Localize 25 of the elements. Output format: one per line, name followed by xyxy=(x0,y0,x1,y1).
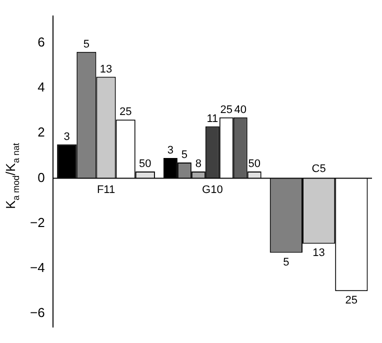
text: 5 xyxy=(181,149,188,162)
text: 5 xyxy=(283,256,290,268)
y-tick-label: −6 xyxy=(30,305,45,320)
series-label: 50 xyxy=(139,158,152,170)
y-tick-label: 6 xyxy=(38,34,45,50)
y-tick-label: −2 xyxy=(30,214,45,230)
series-label: 11 xyxy=(206,112,218,125)
series-label: 8 xyxy=(195,158,202,170)
y-tick-label: −4 xyxy=(30,260,45,276)
x-tick-label: G10 xyxy=(202,184,223,196)
text: 3 xyxy=(167,144,174,156)
series-label: 13 xyxy=(100,63,112,76)
text: 25 xyxy=(345,294,358,307)
series-label: 3 xyxy=(64,130,70,143)
y-tick-label: 0 xyxy=(38,170,45,185)
text: 13 xyxy=(312,247,325,260)
series-label: 5 xyxy=(83,38,90,50)
text: 25 xyxy=(220,104,233,116)
y-tick-label: 2 xyxy=(38,124,45,140)
x-tick-label: F11 xyxy=(96,184,116,196)
text: 50 xyxy=(248,158,260,170)
series-label: 25 xyxy=(119,106,132,118)
x-tick-label: C5 xyxy=(312,162,326,175)
series-label: 40 xyxy=(234,104,246,116)
y-tick-label: 4 xyxy=(38,80,45,95)
